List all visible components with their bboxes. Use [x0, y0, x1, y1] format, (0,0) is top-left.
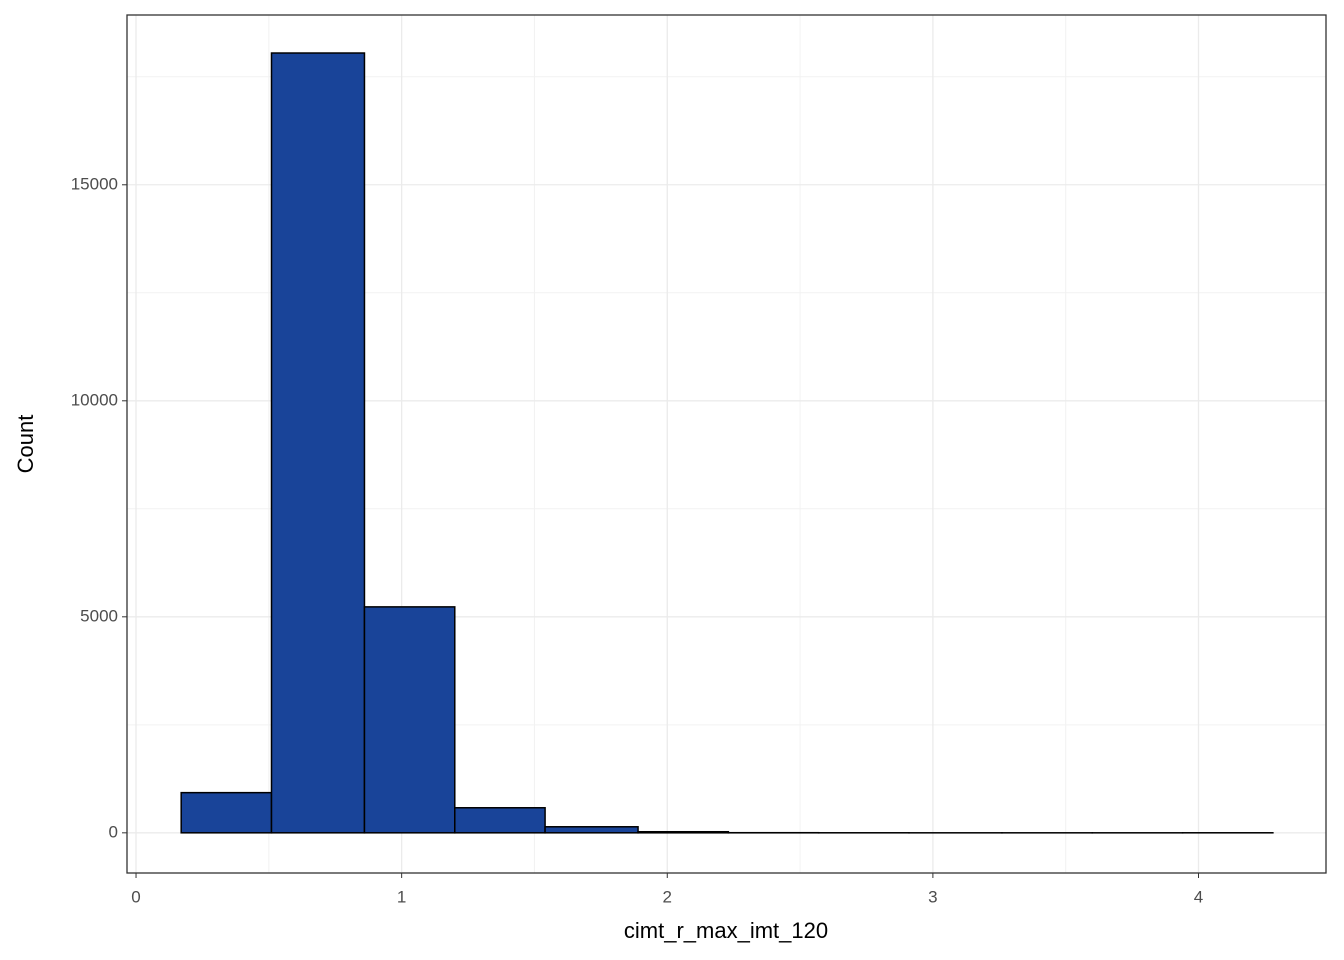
- y-tick-label: 10000: [71, 390, 118, 409]
- panel-border: [126, 14, 1327, 874]
- bar: [270, 52, 366, 834]
- bar: [363, 606, 456, 834]
- x-tick-label: 0: [131, 887, 140, 906]
- bar: [180, 791, 273, 834]
- y-tick-label: 5000: [80, 606, 118, 625]
- bar: [637, 830, 730, 834]
- x-tick-label: 2: [663, 887, 672, 906]
- bar: [454, 807, 546, 834]
- y-axis-label: Count: [13, 415, 38, 474]
- y-tick-label: 0: [109, 822, 118, 841]
- x-tick-label: 3: [928, 887, 937, 906]
- x-tick-label: 1: [397, 887, 406, 906]
- bar: [544, 826, 639, 834]
- y-tick-label: 15000: [71, 174, 118, 193]
- x-axis-label: cimt_r_max_imt_120: [624, 918, 828, 943]
- x-tick-label: 4: [1194, 887, 1203, 906]
